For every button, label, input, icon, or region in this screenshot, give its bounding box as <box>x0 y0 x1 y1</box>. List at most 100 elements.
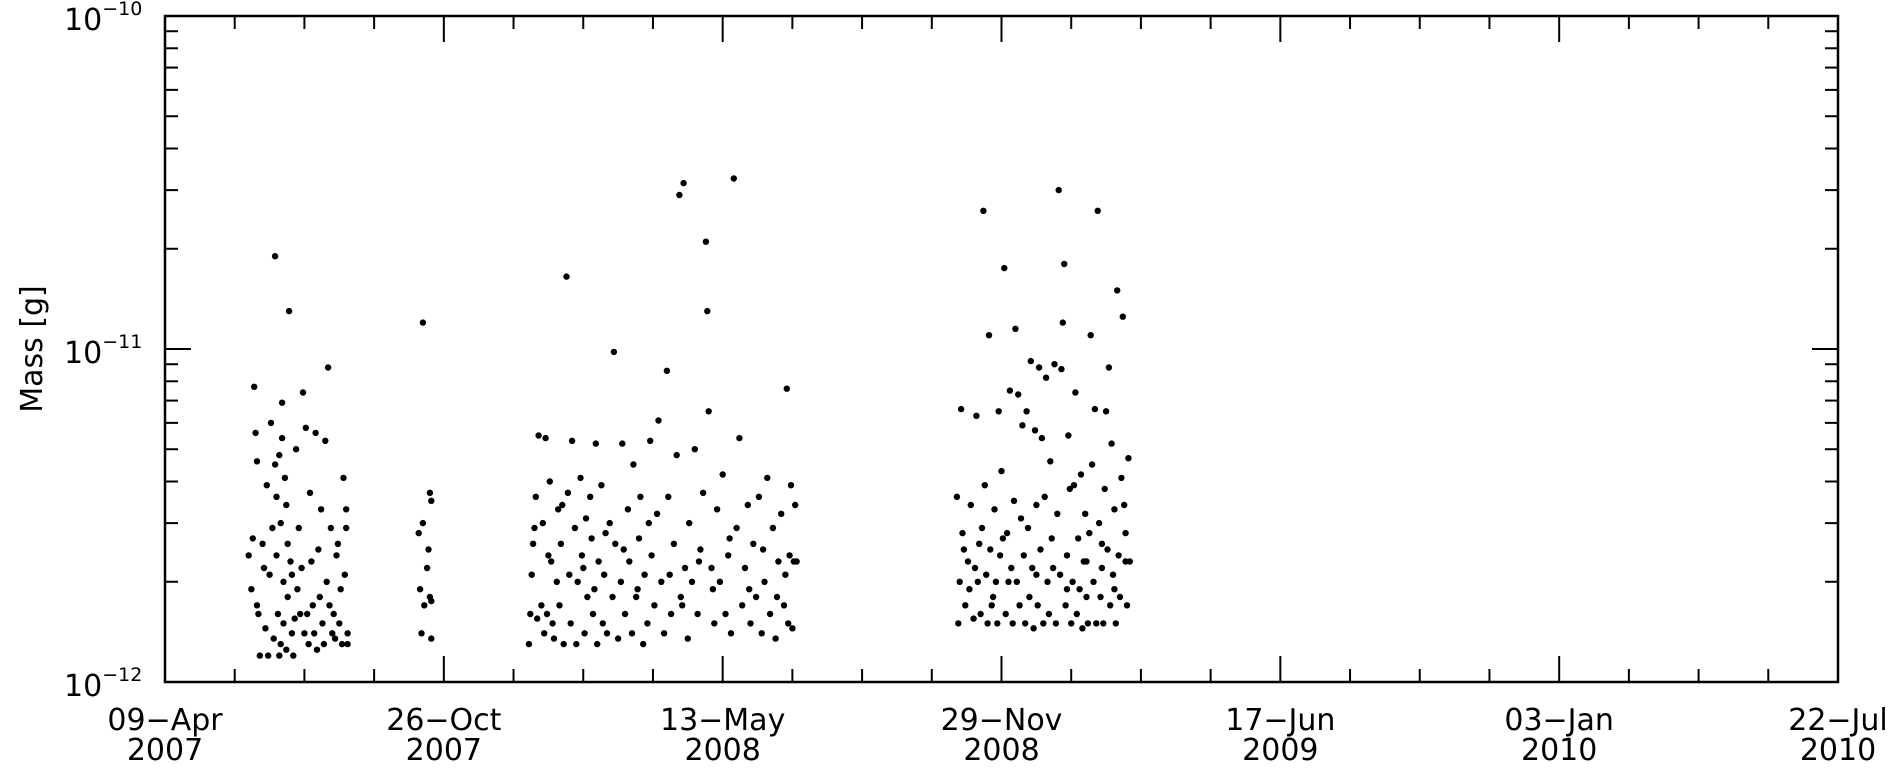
data-point <box>1122 529 1129 537</box>
data-point <box>619 440 626 447</box>
data-point <box>635 535 643 542</box>
data-point <box>587 493 594 500</box>
data-point <box>528 571 535 578</box>
data-point <box>534 615 541 622</box>
data-point <box>633 593 640 601</box>
data-point <box>301 630 308 637</box>
data-point <box>606 519 613 527</box>
data-point <box>331 635 339 642</box>
data-point <box>1111 506 1118 513</box>
data-point <box>1008 564 1015 572</box>
data-point <box>538 602 545 609</box>
data-point <box>786 552 793 559</box>
data-point <box>421 602 428 609</box>
data-point <box>324 364 332 371</box>
data-point <box>747 620 754 627</box>
data-point <box>686 519 693 527</box>
data-point <box>263 482 270 489</box>
data-point <box>584 593 591 601</box>
data-point <box>269 524 276 532</box>
data-point <box>792 501 799 509</box>
data-point <box>759 546 767 553</box>
x-tick-label: 17−Jun <box>1225 703 1335 738</box>
data-point <box>628 630 636 637</box>
data-point <box>962 602 969 609</box>
data-point <box>955 620 962 627</box>
data-point <box>419 519 427 527</box>
data-point <box>967 501 974 509</box>
data-point <box>326 602 333 609</box>
data-point <box>336 620 343 627</box>
data-point <box>1079 625 1086 632</box>
data-point <box>660 630 668 637</box>
data-point <box>341 571 348 578</box>
data-point <box>704 307 711 315</box>
data-point <box>543 610 551 618</box>
data-point <box>709 586 717 593</box>
data-point <box>960 546 968 553</box>
x-tick-label: 29−Nov <box>941 703 1063 738</box>
data-point <box>270 635 277 642</box>
data-point <box>323 578 330 585</box>
data-point <box>546 478 553 485</box>
data-point <box>999 535 1007 542</box>
data-point <box>603 630 611 637</box>
y-tick-label: 10−11 <box>64 331 142 371</box>
data-point <box>1026 593 1033 601</box>
data-point <box>312 429 319 437</box>
data-point <box>1100 620 1107 627</box>
data-point <box>319 620 326 627</box>
data-point <box>1095 519 1103 527</box>
data-point <box>637 493 644 500</box>
data-point <box>567 620 574 627</box>
data-point <box>292 446 300 453</box>
data-point <box>415 529 422 537</box>
data-point <box>987 546 994 553</box>
data-point <box>311 630 318 637</box>
data-point <box>1094 207 1101 214</box>
data-point <box>1109 571 1117 578</box>
data-point <box>617 578 625 585</box>
data-point <box>1024 524 1032 532</box>
data-point <box>793 558 800 565</box>
data-point <box>1027 357 1035 365</box>
data-point <box>556 602 563 609</box>
data-point <box>259 540 266 547</box>
data-point <box>1082 510 1089 517</box>
data-point <box>1052 620 1060 627</box>
data-point <box>1097 593 1104 601</box>
data-point <box>317 506 325 513</box>
data-point <box>1051 361 1058 368</box>
data-point <box>1049 564 1057 572</box>
data-point <box>974 578 981 585</box>
data-point <box>1059 319 1067 326</box>
data-point <box>789 625 796 632</box>
data-point <box>1075 535 1082 542</box>
data-point <box>620 546 627 553</box>
data-point <box>1030 625 1037 632</box>
data-point <box>1101 485 1108 493</box>
data-point <box>1114 287 1121 294</box>
data-point <box>1072 389 1079 396</box>
data-point <box>1005 578 1012 585</box>
data-point <box>667 610 675 618</box>
data-point <box>1023 408 1030 415</box>
data-point <box>545 552 552 559</box>
data-point <box>564 489 572 496</box>
data-point <box>313 646 321 653</box>
data-point <box>294 586 301 593</box>
data-point <box>995 408 1002 415</box>
data-point <box>333 552 340 559</box>
data-point <box>964 558 972 565</box>
data-point <box>1125 455 1132 462</box>
data-point <box>1061 260 1068 268</box>
data-point <box>277 640 284 648</box>
data-point <box>288 630 296 637</box>
data-point <box>1115 552 1122 559</box>
data-point <box>677 593 684 601</box>
data-point <box>280 620 287 627</box>
data-point <box>598 482 605 489</box>
x-tick-year-label: 2007 <box>406 733 482 768</box>
data-point <box>780 602 788 609</box>
data-point <box>978 524 986 532</box>
